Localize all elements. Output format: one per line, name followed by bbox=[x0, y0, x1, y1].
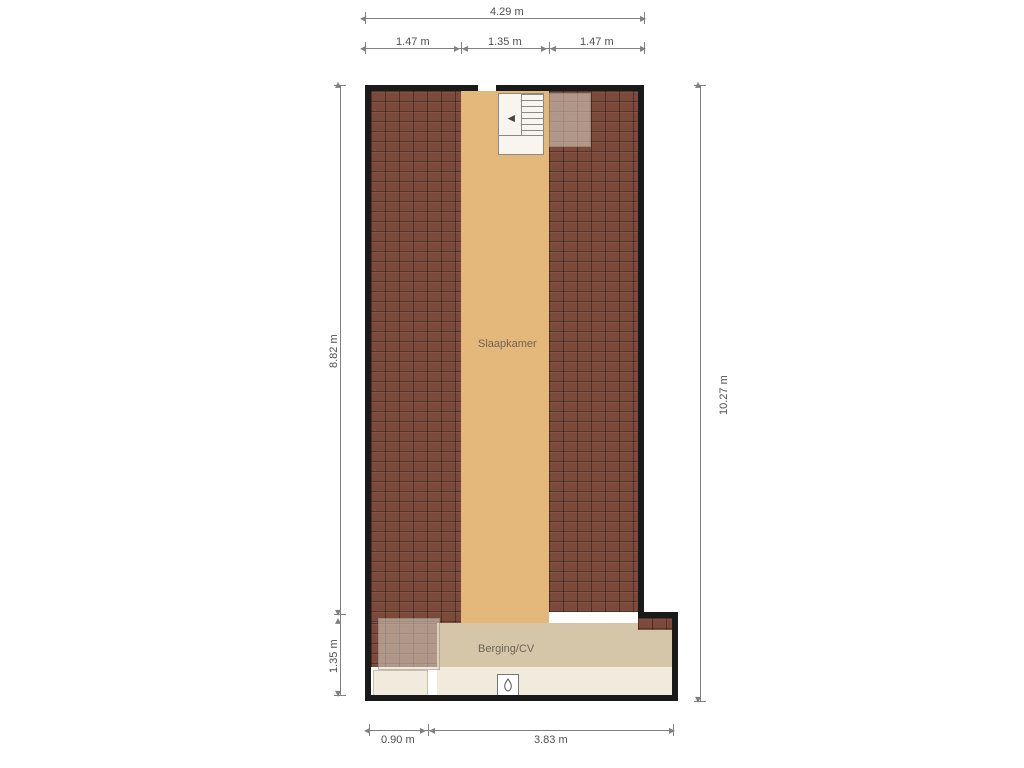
staircase: ◄ bbox=[498, 93, 544, 155]
wall-top bbox=[365, 85, 644, 91]
dim-arrow: ◂ bbox=[429, 724, 435, 736]
dim-line-left bbox=[340, 85, 341, 695]
dim-arrow: ◂ bbox=[360, 42, 366, 54]
dim-label-top-seg2: 1.35 m bbox=[488, 36, 522, 48]
dim-arrow: ▸ bbox=[420, 724, 426, 736]
dim-label-bottom-seg1: 0.90 m bbox=[381, 734, 415, 746]
dim-arrow: ▴ bbox=[335, 614, 341, 626]
dim-arrow: ▾ bbox=[335, 687, 341, 699]
roof-panel-right bbox=[549, 91, 638, 612]
boiler-icon bbox=[497, 674, 519, 696]
stair-divider bbox=[521, 94, 522, 136]
dim-label-top-seg3: 1.47 m bbox=[580, 36, 614, 48]
dim-arrow: ▸ bbox=[454, 42, 460, 54]
floorplan-stage: ◂ ▸ 4.29 m ◂ ▸ ◂ ▸ ◂ ▸ 1.47 m 1.35 m 1.4… bbox=[0, 0, 1024, 768]
dim-arrow: ▴ bbox=[335, 78, 341, 90]
wall-left bbox=[365, 85, 371, 701]
bottom-left-void bbox=[373, 670, 428, 697]
dim-arrow: ▸ bbox=[640, 42, 646, 54]
overlay-box-top-right bbox=[549, 93, 591, 147]
dim-label-left-upper: 8.82 m bbox=[328, 334, 340, 368]
dim-arrow: ▸ bbox=[541, 42, 547, 54]
dim-cap bbox=[365, 12, 366, 24]
stair-landing bbox=[499, 135, 543, 154]
dim-arrow: ▸ bbox=[669, 724, 675, 736]
overlay-box-bottom-left bbox=[378, 618, 440, 670]
bedroom-label: Slaapkamer bbox=[478, 338, 537, 350]
dim-label-left-lower: 1.35 m bbox=[328, 639, 340, 673]
dim-arrow: ▴ bbox=[695, 78, 701, 90]
wall-bottom bbox=[365, 695, 678, 701]
storage-label: Berging/CV bbox=[478, 643, 534, 655]
dim-label-right-total: 10.27 m bbox=[718, 375, 730, 415]
storage-floor-light bbox=[437, 667, 672, 695]
wall-right-extension bbox=[672, 612, 678, 701]
dim-arrow: ◂ bbox=[462, 42, 468, 54]
wall-right-upper bbox=[638, 85, 644, 612]
top-wall-opening bbox=[478, 85, 496, 91]
dim-label-top-seg1: 1.47 m bbox=[396, 36, 430, 48]
roof-panel-right-extension bbox=[638, 618, 672, 630]
dim-arrow: ◂ bbox=[364, 724, 370, 736]
stair-treads bbox=[521, 94, 543, 136]
dim-line-top-total bbox=[365, 18, 644, 19]
dim-line-right bbox=[700, 85, 701, 701]
dim-arrow: ▾ bbox=[695, 693, 701, 705]
stair-direction-icon: ◄ bbox=[505, 111, 517, 125]
dim-label-bottom-seg2: 3.83 m bbox=[534, 734, 568, 746]
bedroom-floor bbox=[461, 91, 549, 623]
dim-line-top-segments bbox=[365, 48, 644, 49]
dim-arrow: ◂ bbox=[550, 42, 556, 54]
dim-cap bbox=[644, 12, 645, 24]
roof-panel-left bbox=[371, 91, 461, 623]
dim-label-top-total: 4.29 m bbox=[490, 6, 524, 18]
dim-line-bottom bbox=[369, 730, 673, 731]
